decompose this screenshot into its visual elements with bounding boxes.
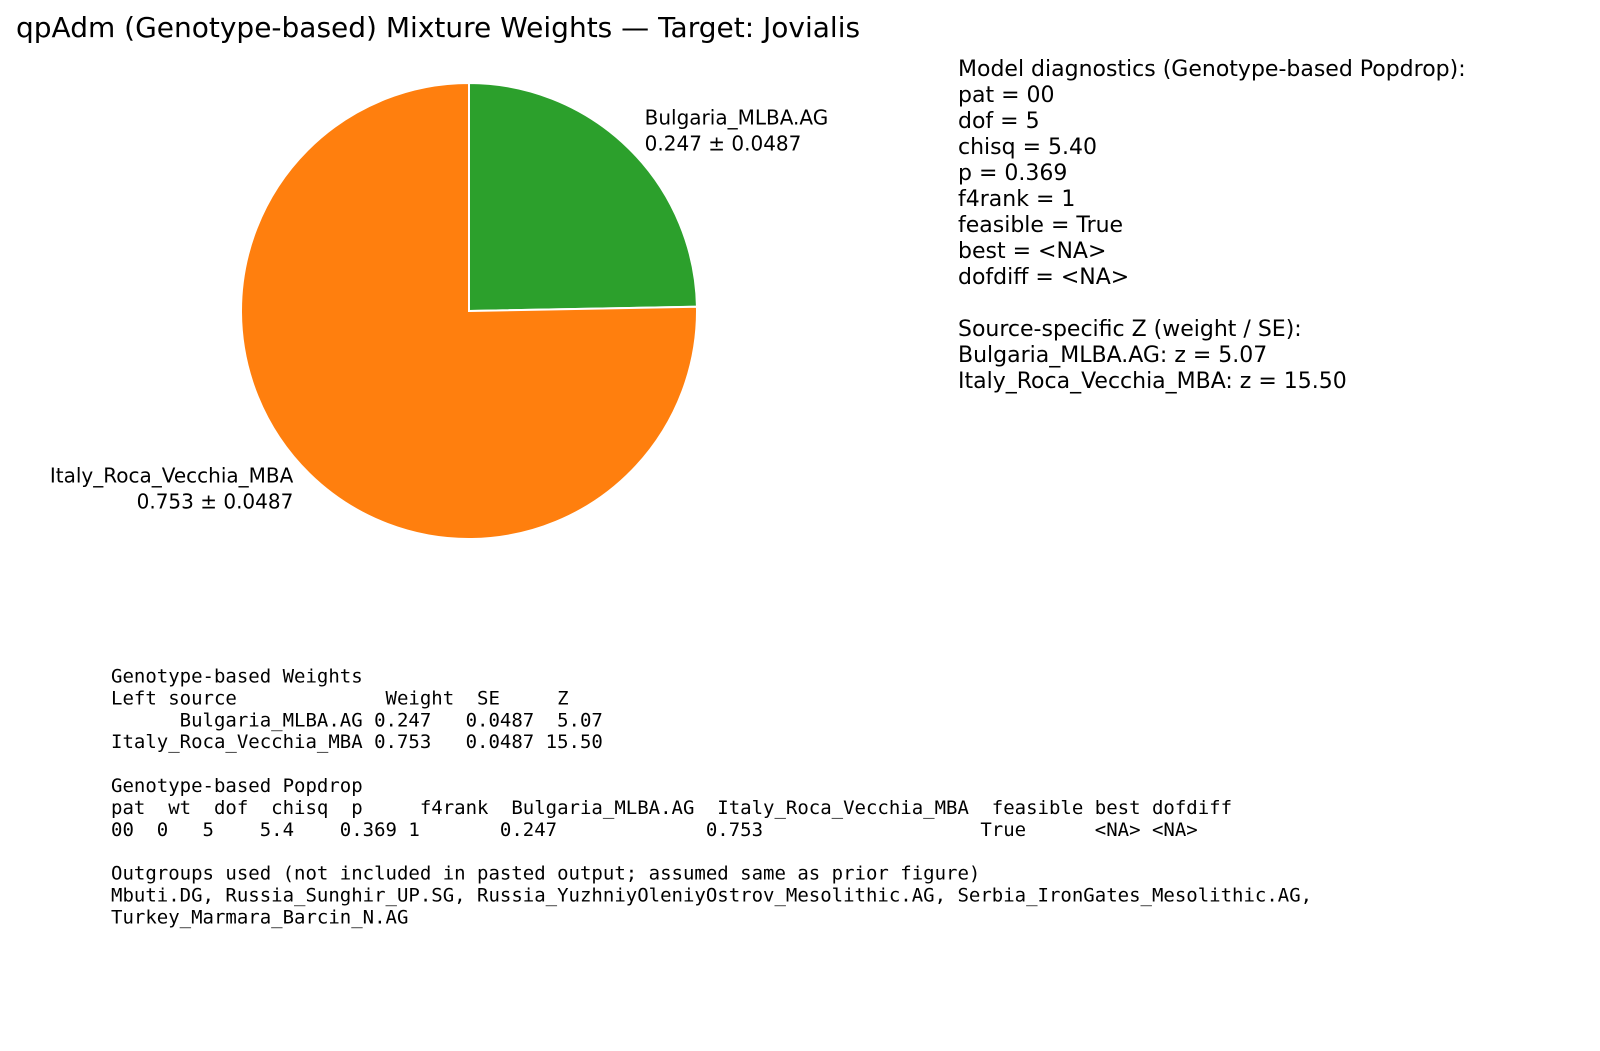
pie-slice — [240, 81, 698, 540]
z-line: Italy_Roca_Vecchia_MBA: z = 15.50 — [958, 369, 1347, 394]
slice-label: Italy_Roca_Vecchia_MBA — [50, 464, 294, 488]
diagnostics-line: feasible = True — [958, 213, 1123, 238]
value-label: 0.753 ± 0.0487 — [137, 490, 294, 514]
diagnostics-line: p = 0.369 — [958, 161, 1067, 186]
summary-line: 00 0 5 5.4 0.369 1 0.247 0.753 True <NA>… — [111, 819, 1198, 841]
summary-line: Bulgaria_MLBA.AG 0.247 0.0487 5.07 — [111, 709, 603, 731]
summary-line: Turkey_Marmara_Barcin_N.AG — [111, 906, 408, 928]
diagnostics-line: dof = 5 — [958, 109, 1040, 134]
diagnostics-line: best = <NA> — [958, 239, 1106, 264]
summary-line: Mbuti.DG, Russia_Sunghir_UP.SG, Russia_Y… — [111, 885, 1312, 907]
chart-title: qpAdm (Genotype-based) Mixture Weights —… — [16, 11, 860, 44]
pie-slice — [468, 81, 698, 313]
diagnostics-line: chisq = 5.40 — [958, 135, 1097, 160]
summary-line: Left source Weight SE Z — [111, 687, 569, 709]
summary-title: Genotype-based Popdrop — [111, 775, 363, 797]
summary-line: Italy_Roca_Vecchia_MBA 0.753 0.0487 15.5… — [111, 731, 603, 753]
diagnostics-line: pat = 00 — [958, 83, 1055, 108]
summary-title: Outgroups used (not included in pasted o… — [111, 863, 980, 885]
slice-label: Bulgaria_MLBA.AG — [645, 105, 829, 129]
diagnostics-line: f4rank = 1 — [958, 187, 1075, 212]
summary-line: pat wt dof chisq p f4rank Bulgaria_MLBA.… — [111, 797, 1232, 819]
summary-title: Genotype-based Weights — [111, 666, 363, 688]
value-label: 0.247 ± 0.0487 — [645, 131, 802, 155]
diagnostics-title: Model diagnostics (Genotype-based Popdro… — [958, 57, 1466, 82]
diagnostics-line: dofdiff = <NA> — [958, 265, 1129, 290]
z-line: Bulgaria_MLBA.AG: z = 5.07 — [958, 343, 1267, 368]
z-title: Source-specific Z (weight / SE): — [958, 317, 1302, 342]
